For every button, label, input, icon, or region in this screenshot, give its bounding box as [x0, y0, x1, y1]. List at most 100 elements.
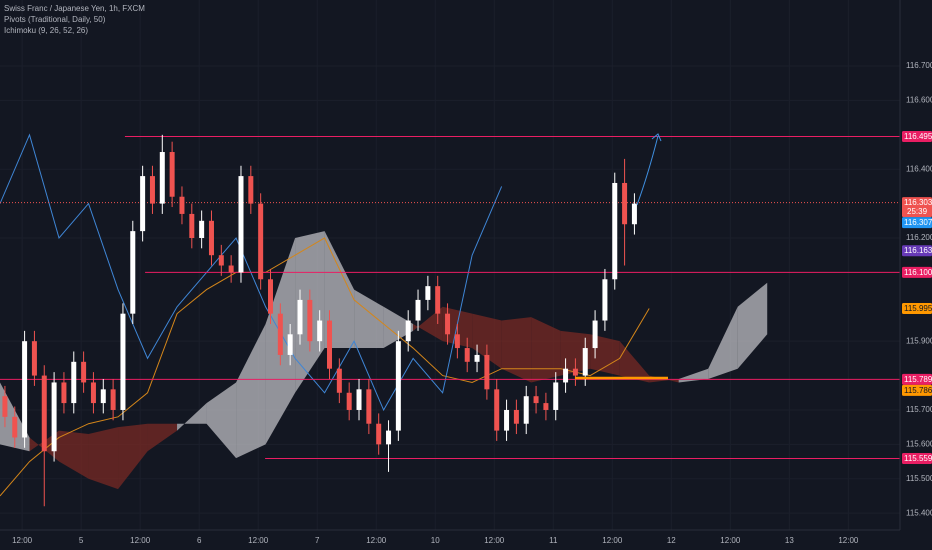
- price-tag: [902, 197, 932, 218]
- indicator-line: [0, 237, 650, 497]
- candle-body: [248, 176, 254, 204]
- candle-body: [267, 279, 273, 314]
- x-tick-label: 6: [197, 536, 202, 545]
- price-tag-label: 115.559: [904, 454, 932, 463]
- candle-body: [631, 203, 637, 225]
- candle-body: [405, 320, 411, 342]
- chart-title: Swiss Franc / Japanese Yen, 1h, FXCM: [4, 4, 145, 13]
- candle-body: [317, 320, 323, 342]
- candle-body: [602, 279, 608, 321]
- candle-body: [110, 389, 116, 410]
- candle-body: [287, 334, 293, 355]
- candle-body: [513, 409, 519, 424]
- x-tick-label: 12:00: [248, 536, 269, 545]
- x-tick-label: 12:00: [130, 536, 151, 545]
- candle-body: [504, 409, 510, 431]
- candle-body: [277, 313, 283, 355]
- candle-body: [356, 389, 362, 410]
- candle-body: [90, 382, 96, 404]
- cloud-segment: [531, 317, 561, 383]
- cloud-segment: [206, 382, 237, 459]
- price-tag: [902, 245, 932, 257]
- price-tag-label: 116.307: [904, 218, 932, 227]
- candle-body: [563, 368, 569, 383]
- candle-body: [258, 203, 264, 280]
- candle-body: [2, 396, 8, 417]
- candle-body: [159, 152, 165, 204]
- x-tick-label: 12:00: [366, 536, 387, 545]
- cloud-segment: [737, 282, 768, 369]
- price-tag-label: 116.100: [904, 268, 932, 277]
- price-tag-label: 116.495: [904, 132, 932, 141]
- candle-body: [179, 196, 185, 214]
- candle-body: [22, 341, 28, 438]
- x-tick-label: 12: [667, 536, 676, 545]
- candle-body: [523, 396, 529, 424]
- y-tick-label: 116.200: [906, 233, 932, 242]
- candle-body: [386, 430, 392, 445]
- price-tag: [902, 217, 932, 229]
- cloud-segment: [147, 423, 178, 452]
- candle-body: [592, 320, 598, 349]
- cloud-segment: [177, 403, 207, 431]
- cloud-segment: [619, 341, 650, 383]
- candle-body: [366, 389, 372, 424]
- x-tick-label: 11: [549, 536, 558, 545]
- cloud-segment: [118, 423, 148, 490]
- indicator-legend: Pivots (Traditional, Daily, 50): [4, 15, 106, 24]
- candle-body: [12, 416, 18, 438]
- price-tag-label: 115.786: [904, 386, 932, 395]
- cloud-segment: [501, 317, 532, 383]
- x-tick-label: 13: [785, 536, 794, 545]
- cloud-segment: [472, 313, 502, 369]
- y-tick-label: 116.700: [906, 61, 932, 70]
- y-tick-label: 115.500: [906, 474, 932, 483]
- price-tag: [902, 303, 932, 315]
- price-tag-label: 116.303: [904, 198, 932, 207]
- candle-body: [415, 299, 421, 321]
- x-tick-label: 12:00: [602, 536, 623, 545]
- candle-body: [533, 396, 539, 404]
- candle-body: [464, 348, 470, 362]
- price-tag-label: 116.163: [904, 246, 932, 255]
- cloud-segment: [236, 323, 266, 459]
- candle-body: [130, 231, 136, 314]
- candle-body: [572, 368, 578, 376]
- x-tick-label: 12:00: [838, 536, 859, 545]
- x-tick-label: 12:00: [720, 536, 741, 545]
- cloud-segment: [324, 231, 355, 349]
- price-tag: [902, 452, 932, 464]
- y-tick-label: 116.400: [906, 164, 932, 173]
- candle-body: [71, 361, 77, 404]
- candle-body: [297, 299, 303, 335]
- candle-body: [100, 389, 106, 404]
- cloud-segment: [59, 430, 89, 479]
- candle-body: [622, 182, 628, 225]
- price-tag: [902, 131, 932, 143]
- cloud-segment: [413, 306, 443, 342]
- candle-body: [238, 176, 244, 273]
- candle-body: [307, 299, 313, 342]
- x-tick-label: 10: [431, 536, 440, 545]
- candle-body: [41, 375, 47, 452]
- candle-body: [425, 286, 431, 300]
- price-tag: [902, 373, 932, 385]
- candle-body: [81, 361, 87, 383]
- x-tick-label: 12:00: [484, 536, 505, 545]
- candle-body: [140, 176, 146, 232]
- candle-body: [218, 255, 224, 266]
- candle-body: [454, 334, 460, 349]
- cloud-segment: [88, 427, 119, 490]
- price-countdown: 25:39: [907, 207, 928, 216]
- candle-body: [474, 354, 480, 362]
- candle-body: [346, 392, 352, 410]
- candle-body: [445, 313, 451, 335]
- candle-body: [484, 354, 490, 390]
- candle-body: [149, 176, 155, 204]
- candle-body: [395, 341, 401, 431]
- price-tag-label: 115.995: [904, 304, 932, 313]
- y-tick-label: 115.700: [906, 405, 932, 414]
- candle-body: [208, 220, 214, 256]
